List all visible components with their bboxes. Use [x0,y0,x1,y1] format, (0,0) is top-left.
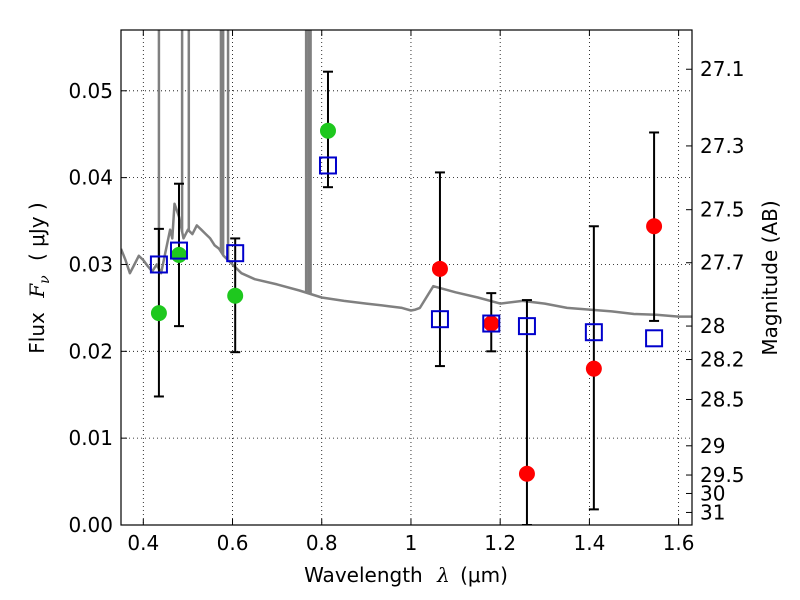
y-axis-title: Flux Fν ( μJy ) [25,202,54,353]
y-axis-title-text: Flux [25,312,49,354]
data-point-circle [518,465,535,482]
data-point-circle [150,305,167,322]
axis-ticks: 0.4 0.6 0.8 1 1.2 1.4 1.6 0.00 0.01 0.02 0.03 0.04 0… [68,30,745,555]
mag-tick-label: 31 [700,500,725,524]
mag-tick-label: 27.5 [700,198,745,222]
model-photometry-square [430,310,449,329]
y-tick-label: 0.00 [68,513,113,537]
model-photometry-square [645,329,664,348]
x-tick-label: 1.6 [663,531,695,555]
x-tick-label: 0.8 [306,531,338,555]
y-tick-label: 0.01 [68,426,113,450]
mag-tick-label: 27.1 [700,57,745,81]
model-photometry-square [584,323,603,342]
data-point-circle [483,315,500,332]
y-axis-symbol: F [25,283,49,299]
x-axis-title: Wavelength λ (μm) [304,563,508,587]
y-axis-unit: ( μJy ) [25,202,49,261]
model-photometry-square [318,156,337,175]
x-axis-title-text: Wavelength [304,563,423,587]
data-point-circle [646,218,663,235]
model-photometry-square [149,255,168,274]
model-photometry-square [169,241,188,260]
mag-tick-label: 27.7 [700,251,745,275]
mag-tick-label: 28.2 [700,348,745,372]
x-axis-symbol: λ [436,563,450,587]
plot-frame [120,29,693,526]
y-tick-label: 0.02 [68,339,113,363]
y-tick-label: 0.05 [68,79,113,103]
mag-tick-label: 27.3 [700,134,745,158]
model-photometry-square [482,314,501,333]
x-tick-label: 1 [405,531,418,555]
y-axis-subscript: ν [37,275,53,284]
data-point-circle [227,287,244,304]
y-tick-label: 0.04 [68,166,113,190]
data-point-circle [585,360,602,377]
grid-lines [121,30,692,526]
mag-tick-label: 29 [700,434,725,458]
mag-tick-label: 28.5 [700,387,745,411]
x-tick-label: 1.4 [573,531,605,555]
mag-tick-label: 30 [700,481,725,505]
y2-axis-title: Magnitude (AB) [758,200,782,355]
mag-tick-label: 29.5 [700,463,745,487]
x-tick-label: 1.2 [484,531,516,555]
model-photometry-square [226,244,245,263]
x-tick-label: 0.6 [217,531,249,555]
model-photometry-square [517,317,536,336]
data-point-circle [319,122,336,139]
x-tick-label: 0.4 [127,531,159,555]
model-spectrum-line [121,202,692,318]
data-point-circle [431,260,448,277]
data-point-circle [170,246,187,263]
mag-tick-label: 28 [700,314,725,338]
x-axis-unit: (μm) [460,563,508,587]
y-tick-label: 0.03 [68,252,113,276]
plot-content [121,30,692,525]
